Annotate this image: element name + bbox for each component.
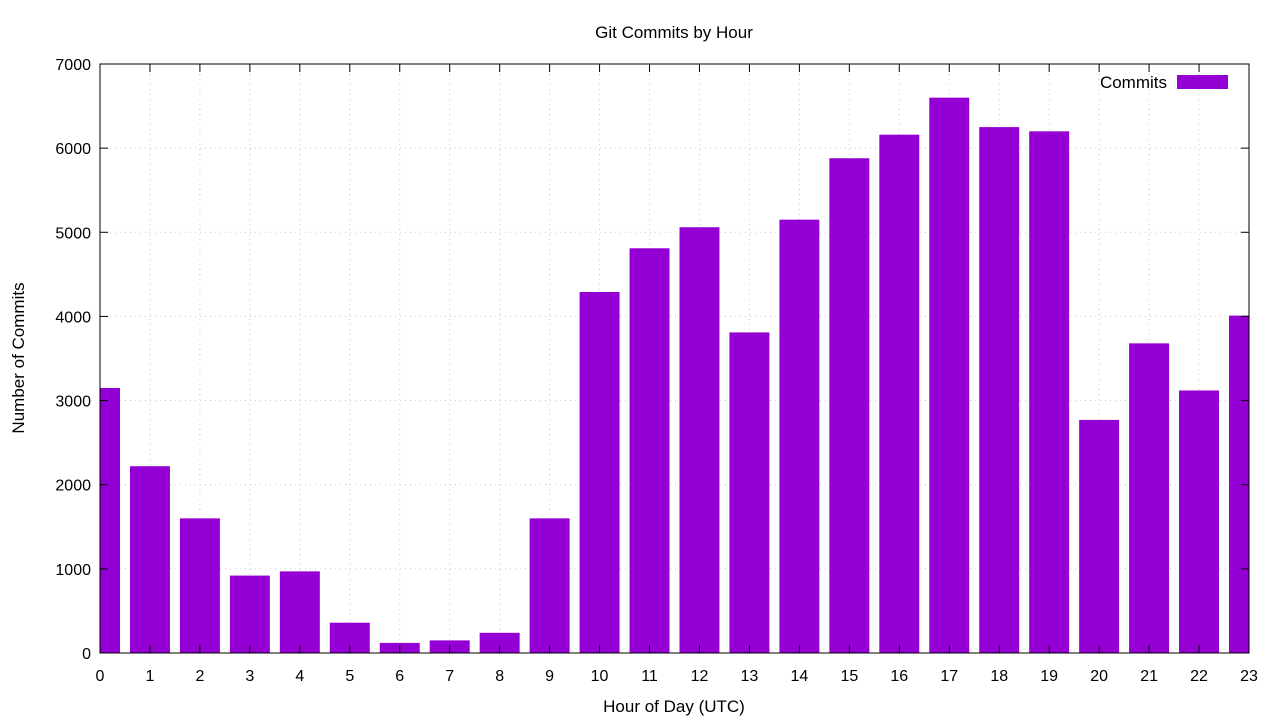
bar-hour-19: [1029, 131, 1070, 653]
x-tick-label: 12: [691, 668, 709, 685]
x-axis-label: Hour of Day (UTC): [603, 697, 745, 716]
y-tick-label: 3000: [55, 394, 91, 411]
x-tick-label: 9: [545, 668, 554, 685]
x-tick-label: 2: [195, 668, 204, 685]
x-tick-label: 1: [146, 668, 155, 685]
legend-label: Commits: [1100, 73, 1167, 92]
bar-hour-20: [1079, 419, 1120, 653]
x-tick-label: 8: [495, 668, 504, 685]
x-tick-label: 13: [741, 668, 759, 685]
bar-hour-11: [629, 248, 670, 653]
x-tick-label: 7: [445, 668, 454, 685]
bar-hour-17: [929, 97, 970, 653]
bar-hour-12: [679, 227, 720, 653]
x-tick-label: 22: [1190, 668, 1208, 685]
x-tick-label: 4: [295, 668, 304, 685]
x-tick-label: 15: [840, 668, 858, 685]
bar-hour-18: [979, 127, 1020, 653]
bar-hour-4: [279, 571, 320, 653]
y-tick-label: 4000: [55, 309, 91, 326]
y-tick-label: 2000: [55, 478, 91, 495]
bar-hour-3: [229, 575, 270, 653]
x-tick-label: 10: [591, 668, 609, 685]
chart-title: Git Commits by Hour: [595, 23, 753, 42]
bar-hour-10: [579, 292, 620, 653]
x-tick-label: 0: [96, 668, 105, 685]
x-tick-label: 21: [1140, 668, 1158, 685]
x-tick-label: 6: [395, 668, 404, 685]
x-tick-label: 3: [245, 668, 254, 685]
y-axis-label: Number of Commits: [9, 282, 28, 433]
legend-swatch: [1177, 75, 1228, 89]
x-tick-label: 16: [890, 668, 908, 685]
x-tick-label: 17: [940, 668, 958, 685]
x-tick-label: 20: [1090, 668, 1108, 685]
x-tick-label: 23: [1240, 668, 1258, 685]
bar-hour-16: [879, 134, 920, 653]
y-tick-label: 7000: [55, 57, 91, 74]
y-tick-label: 6000: [55, 141, 91, 158]
bar-hour-13: [729, 332, 770, 653]
x-tick-label: 5: [345, 668, 354, 685]
bar-hour-22: [1179, 390, 1220, 653]
bar-hour-9: [529, 518, 570, 653]
legend: Commits: [1100, 73, 1228, 92]
bar-hour-15: [829, 158, 870, 653]
bar-hour-14: [779, 219, 820, 653]
bar-hour-21: [1129, 343, 1170, 653]
plot-frame: [99, 63, 1250, 654]
x-tick-label: 14: [790, 668, 808, 685]
bars: [100, 97, 1249, 653]
ticks: [99, 63, 1250, 654]
grid: [100, 64, 1249, 653]
x-tick-label: 18: [990, 668, 1008, 685]
y-tick-label: 0: [82, 646, 91, 663]
x-tick-label: 19: [1040, 668, 1058, 685]
bar-hour-1: [129, 466, 170, 653]
bar-hour-2: [179, 518, 220, 653]
y-tick-label: 5000: [55, 225, 91, 242]
bar-hour-0: [100, 387, 120, 653]
y-tick-label: 1000: [55, 562, 91, 579]
x-tick-label: 11: [641, 668, 658, 685]
bar-hour-8: [479, 632, 520, 653]
